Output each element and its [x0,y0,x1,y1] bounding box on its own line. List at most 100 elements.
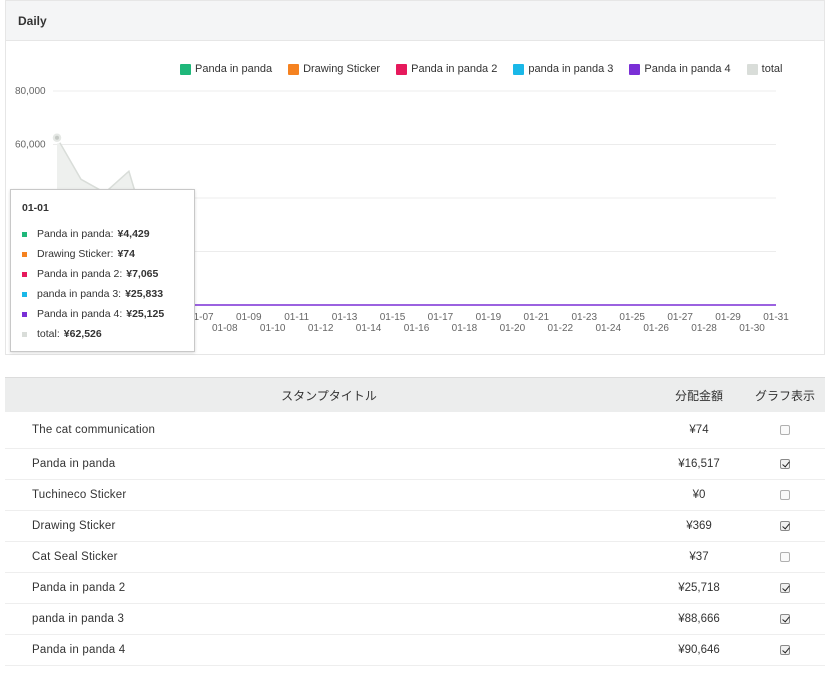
chart-legend: Panda in panda Drawing Sticker Panda in pa… [180,63,782,75]
graph-checkbox[interactable] [780,490,790,500]
tooltip-value: ¥7,065 [126,268,159,280]
legend-item[interactable]: Panda in panda 2 [396,63,497,75]
x-tick-label: 01-16 [404,323,430,334]
sticker-title: Cat Seal Sticker [32,551,118,563]
tooltip-value: ¥25,125 [126,308,165,320]
x-tick-label: 01-28 [691,323,717,334]
sticker-title: Panda in panda 2 [32,582,126,594]
x-tick-label: 01-10 [260,323,286,334]
sticker-amount: ¥90,646 [678,644,720,656]
legend-label: Drawing Sticker [303,63,381,75]
x-tick-label: 01-31 [763,312,789,323]
graph-toggle-cell [745,552,825,562]
tooltip-rows: Panda in panda: ¥4,429 Drawing Sticker: ¥74… [22,224,183,344]
graph-checkbox[interactable] [780,583,790,593]
legend-swatch [180,63,191,75]
table-row: Cat Seal Sticker ¥37 [5,542,825,573]
tooltip-label: total: [37,328,60,340]
graph-toggle-cell [745,614,825,624]
y-tick-label: 80,000 [15,86,46,97]
graph-checkbox[interactable] [780,614,790,624]
y-axis-ticks: 80,000 60,000 [15,86,46,151]
x-tick-label: 01-23 [571,312,597,323]
graph-toggle-cell [745,645,825,655]
tooltip-swatch [22,271,27,277]
tooltip-value: ¥4,429 [117,228,150,240]
tooltip-swatch [22,251,27,257]
sticker-amount: ¥369 [686,520,712,532]
legend-item[interactable]: total [746,63,783,75]
graph-toggle-cell [745,583,825,593]
legend-item[interactable]: Panda in panda [180,63,272,75]
tooltip-value: ¥74 [117,248,135,260]
legend-swatch [396,63,408,75]
tooltip-row: panda in panda 3: ¥25,833 [22,284,183,304]
x-tick-label: 01-17 [428,312,454,323]
graph-checkbox[interactable] [780,521,790,531]
sticker-amount: ¥16,517 [678,458,720,470]
tooltip-value: ¥25,833 [125,288,164,300]
sticker-amount: ¥25,718 [678,582,720,594]
sticker-amount: ¥0 [692,489,706,501]
tooltip-label: Panda in panda 2: [37,268,123,280]
header-amount: 分配金額 [674,388,723,403]
panel-title: Daily [18,13,47,28]
x-tick-label: 01-14 [356,323,382,334]
x-tick-label: 01-13 [332,312,358,323]
sticker-title: The cat communication [32,424,156,436]
table-row: Panda in panda 2 ¥25,718 [5,573,825,604]
legend-item[interactable]: panda in panda 3 [513,63,613,75]
graph-checkbox[interactable] [780,645,790,655]
x-axis-ticks: 01-07 01-09 01-11 01-13 01-15 01-17 01-19 01-21… [188,312,789,334]
table-row: The cat communication ¥74 [5,412,825,449]
legend-label: Panda in panda 2 [411,63,498,75]
x-tick-label: 01-27 [667,312,693,323]
x-tick-label: 01-11 [284,312,309,323]
sticker-title: Panda in panda 4 [32,644,126,656]
legend-swatch [746,63,758,75]
sticker-title: Panda in panda [32,458,116,470]
x-tick-label: 01-29 [715,312,741,323]
y-tick-label: 60,000 [15,140,46,151]
legend-swatch [513,63,525,75]
graph-checkbox[interactable] [780,425,790,435]
tooltip-row: Panda in panda 2: ¥7,065 [22,264,183,284]
x-tick-label: 01-21 [524,312,550,323]
x-tick-label: 01-25 [619,312,645,323]
tooltip-label: Panda in panda 4: [37,308,123,320]
x-tick-label: 01-15 [380,312,406,323]
x-tick-label: 01-12 [308,323,334,334]
table-row: Panda in panda 4 ¥90,646 [5,635,825,666]
x-tick-label: 01-20 [500,323,526,334]
tooltip-label: Panda in panda: [37,228,114,240]
tooltip-swatch [22,331,27,337]
x-tick-label: 01-07 [188,312,214,323]
tooltip-row: total: ¥62,526 [22,324,183,344]
header-graph: グラフ表示 [754,388,815,403]
tooltip-swatch [22,311,27,317]
x-tick-label: 01-09 [236,312,262,323]
sticker-title: Tuchineco Sticker [32,489,127,501]
table-row: Drawing Sticker ¥369 [5,511,825,542]
table-row: panda in panda 3 ¥88,666 [5,604,825,635]
x-tick-label: 01-22 [548,323,574,334]
legend-label: total [761,63,783,75]
table-row: Tuchineco Sticker ¥0 [5,480,825,511]
legend-swatch [629,63,641,75]
x-tick-label: 01-08 [212,323,238,334]
legend-item[interactable]: Panda in panda 4 [629,63,731,75]
graph-toggle-cell [745,425,825,435]
graph-checkbox[interactable] [780,552,790,562]
graph-toggle-cell [745,521,825,531]
graph-checkbox[interactable] [780,459,790,469]
sticker-title: Drawing Sticker [32,520,116,532]
table-body: The cat communication ¥74 Panda in panda ¥1… [5,412,825,666]
sticker-amount: ¥88,666 [678,613,720,625]
tooltip-swatch [22,291,27,297]
legend-item[interactable]: Drawing Sticker [288,63,380,75]
legend-swatch [288,63,300,75]
tooltip-label: Drawing Sticker: [37,248,114,260]
graph-toggle-cell [745,459,825,469]
sticker-table: スタンプタイトル 分配金額 グラフ表示 The cat communicatio… [5,377,825,666]
x-tick-label: 01-18 [452,323,478,334]
